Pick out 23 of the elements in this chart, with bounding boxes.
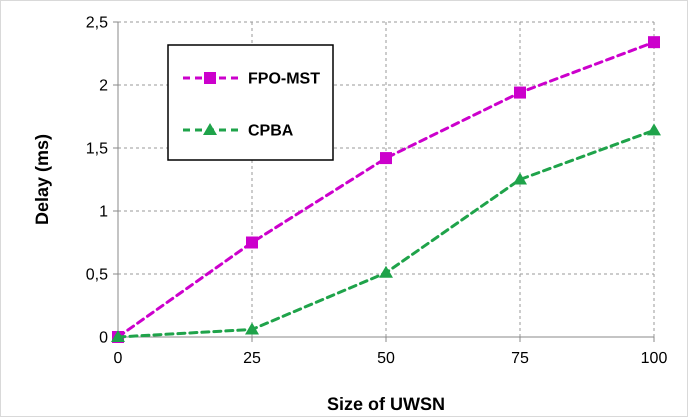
point [246,236,258,248]
x-tick-label: 75 [511,350,529,367]
x-tick-label: 25 [243,350,261,367]
y-tick-label: 2,5 [86,14,108,32]
point [513,172,527,184]
x-tick-label: 50 [377,350,395,367]
point [380,152,392,164]
legend-label: FPO-MST [248,70,320,88]
legend-label: CPBA [248,122,294,140]
y-tick-label: 0 [99,330,108,347]
y-tick-label: 1 [99,204,108,221]
point [245,322,259,334]
y-tick-label: 2 [99,78,108,95]
point [379,266,393,278]
y-axis-title: Delay (ms) [32,134,52,226]
point [514,86,526,99]
y-tick-label: 0,5 [86,266,108,284]
x-tick-label: 100 [640,350,668,367]
point [647,123,661,136]
x-tick-label: 0 [114,350,123,367]
point [648,36,660,48]
y-tick-label: 1,5 [86,140,108,158]
x-axis-title: Size of UWSN [326,394,446,414]
